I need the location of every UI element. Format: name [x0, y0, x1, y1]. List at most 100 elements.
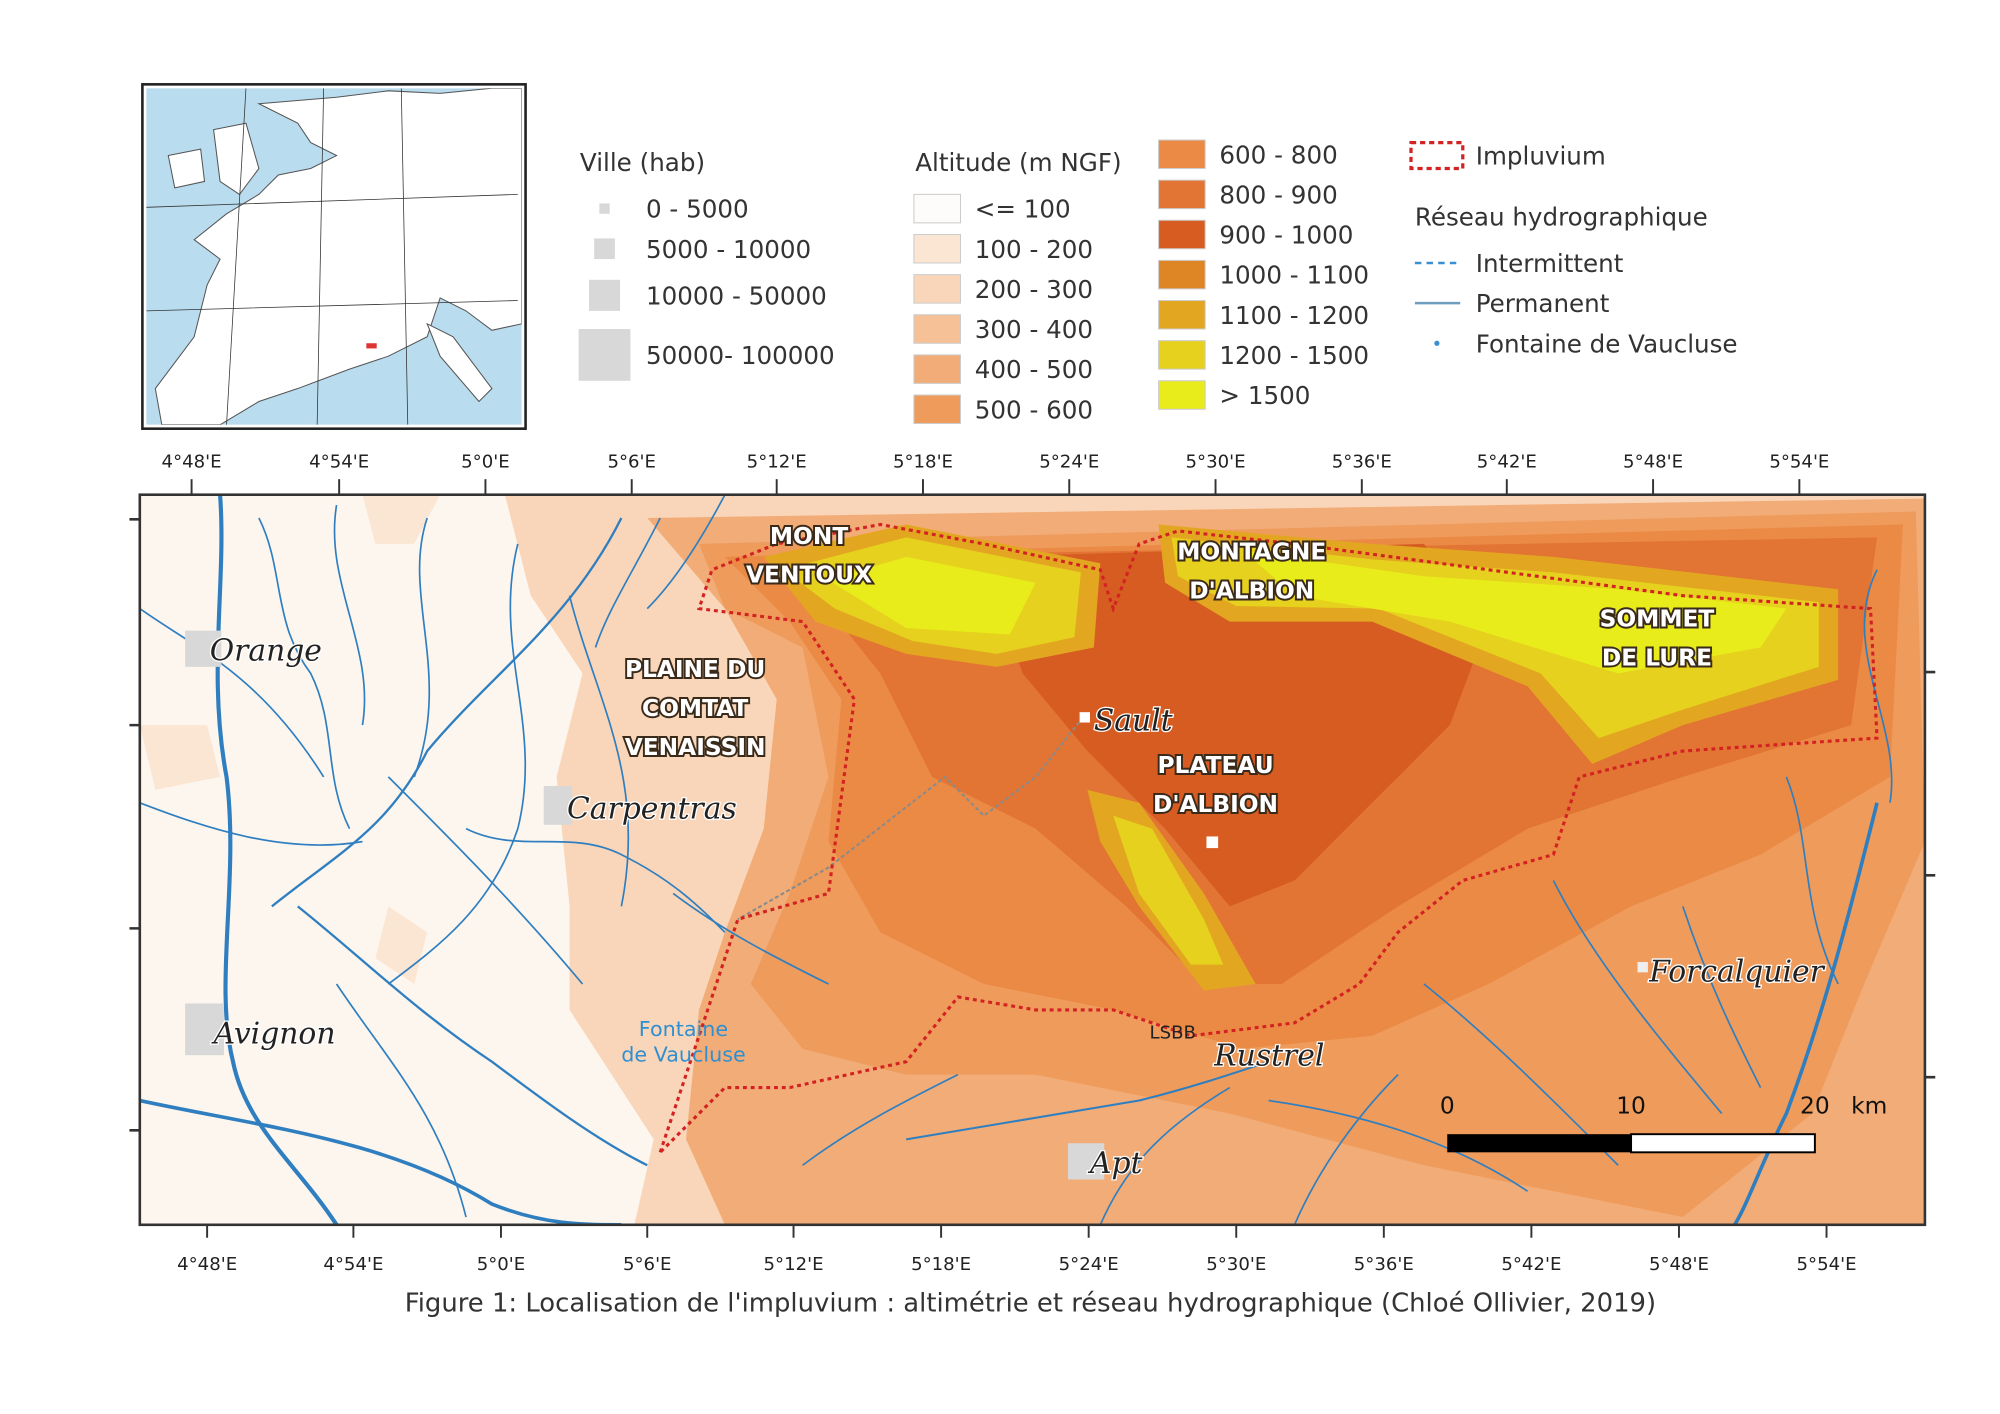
- altitude-swatch: [1158, 259, 1206, 290]
- place-name: LSBB: [1150, 1022, 1196, 1043]
- rivers: [297, 905, 648, 1167]
- lon-tick-label: 5°12'E: [747, 452, 807, 473]
- legend-title: Altitude (m NGF): [915, 148, 1121, 177]
- rivers: [335, 983, 467, 1218]
- legend-label: 1100 - 1200: [1219, 301, 1369, 330]
- lon-tick-label: 5°30'E: [1186, 452, 1246, 473]
- legend-label: 300 - 400: [975, 315, 1093, 344]
- inset-map: [213, 122, 260, 196]
- town-markers: [1206, 836, 1219, 849]
- altitude-swatch: [1158, 340, 1206, 370]
- legend-label: Impluvium: [1476, 142, 1606, 171]
- legend-label: 600 - 800: [1219, 140, 1337, 169]
- rivers: [594, 517, 661, 648]
- region-name: VENAISSIN: [625, 734, 766, 761]
- terrain: [828, 556, 1036, 635]
- place-name: Forcalquier: [1648, 954, 1825, 989]
- rivers: [139, 802, 363, 846]
- lon-tick-label: 5°18'E: [911, 1254, 971, 1275]
- rivers: [646, 494, 726, 610]
- lon-tick-label: 5°36'E: [1354, 1254, 1414, 1275]
- rivers: [413, 517, 431, 778]
- region-name: MONTAGNE: [1177, 538, 1326, 565]
- rivers: [139, 494, 1893, 1225]
- legend-label: 100 - 200: [975, 235, 1093, 264]
- scale-label: 10: [1616, 1092, 1646, 1119]
- scale-bar: [1447, 1133, 1816, 1154]
- legend-label: 200 - 300: [975, 275, 1093, 304]
- lon-tick-label: 4°54'E: [309, 452, 369, 473]
- region-name: D'ALBION: [1153, 791, 1278, 818]
- legend-title: Ville (hab): [580, 148, 705, 177]
- lon-tick-label: 5°0'E: [461, 452, 510, 473]
- main-map: Orange Carpentras Avignon Sault Rustrel Apt Fo…: [129, 493, 1936, 1227]
- terrain: [139, 494, 1925, 1225]
- rivers: [333, 504, 366, 726]
- lon-tick-label: 5°18'E: [893, 452, 953, 473]
- caption: Figure 1: Localisation de l'impluvium : …: [405, 1289, 1656, 1319]
- map-labels: Orange Carpentras Avignon Sault Rustrel Apt Fo…: [208, 521, 1887, 1182]
- rivers: [1268, 1099, 1528, 1192]
- altitude-swatch: [1158, 219, 1206, 250]
- inset-map: [146, 88, 522, 425]
- city-size-swatch: [594, 238, 615, 260]
- legend-label: > 1500: [1219, 381, 1310, 410]
- inset-map: [141, 83, 527, 430]
- region-name: MONT: [770, 523, 848, 550]
- rivers: [139, 1098, 622, 1225]
- town-markers: [185, 630, 222, 667]
- place-name: Sault: [1094, 703, 1173, 738]
- impluvium-swatch: [1409, 140, 1465, 171]
- legend-title: Réseau hydrographique: [1415, 202, 1708, 231]
- region-name: COMTAT: [642, 695, 748, 722]
- place-name: Avignon: [211, 1017, 336, 1052]
- legend-label: 5000 - 10000: [646, 235, 811, 264]
- scale-bar: [1447, 1134, 1632, 1153]
- place-name: Rustrel: [1213, 1039, 1324, 1074]
- lon-tick-label: 5°54'E: [1797, 1254, 1857, 1275]
- inset-map: [426, 322, 493, 403]
- altitude-swatch: [1158, 380, 1206, 410]
- region-name: DE LURE: [1602, 645, 1712, 672]
- intermittent-river: [737, 711, 1089, 921]
- rivers: [905, 1060, 1269, 1141]
- inset-map: [146, 88, 518, 425]
- town-markers: [543, 785, 573, 825]
- region-name: VENTOUX: [746, 562, 872, 589]
- lon-tick-label: 5°12'E: [764, 1254, 824, 1275]
- terrain: [139, 494, 441, 985]
- rivers: [139, 607, 325, 778]
- lat-ticks: [129, 518, 1936, 1132]
- legend-label: 0 - 5000: [646, 195, 749, 224]
- legend-label: 50000- 100000: [646, 341, 835, 370]
- region-name: SOMMET: [1600, 606, 1715, 633]
- legend-label: Intermittent: [1476, 249, 1624, 278]
- town-markers: [1079, 712, 1090, 723]
- legend-network: Impluvium Réseau hydrographique Intermit…: [1409, 140, 1738, 358]
- legend-label: 10000 - 50000: [646, 281, 827, 310]
- town-markers: [185, 1003, 224, 1056]
- lon-ticks: 4°48'E 4°48'E 4°54'E 4°54'E 5°0'E 5°0'E 5°6'E 5…: [162, 452, 1857, 1276]
- terrain: [1113, 815, 1224, 965]
- lon-tick-label: 5°24'E: [1039, 452, 1099, 473]
- terrain: [1242, 550, 1787, 674]
- scale-label: 0: [1440, 1092, 1455, 1119]
- fontaine-label: Fontaine: [639, 1017, 728, 1041]
- legend-label: 800 - 900: [1219, 180, 1337, 209]
- town-markers: [185, 630, 1648, 1180]
- fontaine-swatch: [1434, 340, 1440, 346]
- legend-label: <= 100: [975, 195, 1071, 224]
- legend-label: 1000 - 1100: [1219, 261, 1369, 290]
- altitude-swatch: [913, 394, 962, 425]
- lon-tick-label: 5°36'E: [1332, 452, 1392, 473]
- inset-map: [167, 148, 206, 189]
- region-name: PLAINE DU: [625, 656, 765, 683]
- inset-map: [154, 88, 522, 425]
- terrain: [983, 543, 1489, 907]
- region-name: D'ALBION: [1189, 577, 1314, 604]
- city-size-swatch: [588, 279, 621, 311]
- lon-tick-label: 5°54'E: [1769, 452, 1829, 473]
- legend-label: 500 - 600: [975, 395, 1093, 424]
- lon-tick-label: 5°42'E: [1477, 452, 1537, 473]
- lon-tick-label: 5°0'E: [477, 1254, 526, 1275]
